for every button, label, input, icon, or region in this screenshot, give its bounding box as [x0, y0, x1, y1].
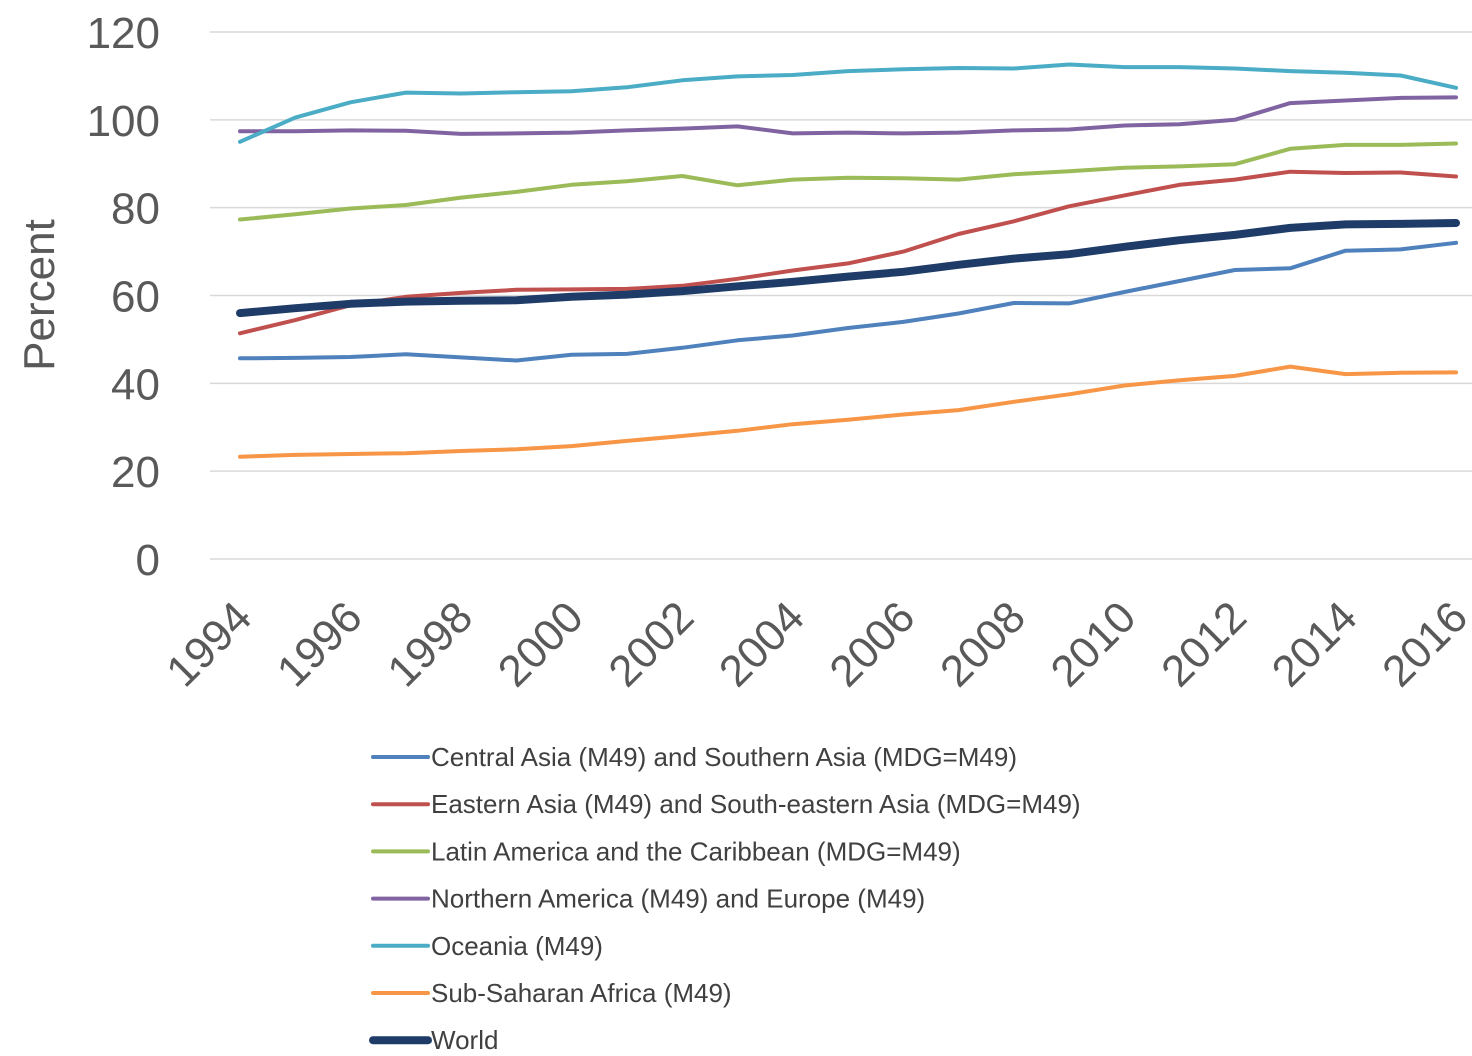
legend-entry: Latin America and the Caribbean (MDG=M49…: [371, 836, 961, 866]
x-tick-label: 2002: [599, 592, 703, 696]
x-tick-label: 1996: [268, 592, 372, 696]
legend-label: World: [431, 1025, 498, 1051]
legend-entry: Sub-Saharan Africa (M49): [371, 978, 732, 1008]
series-line-0: [238, 240, 1458, 363]
legend-entry: Northern America (M49) and Europe (M49): [371, 884, 925, 914]
y-tick-label: 120: [87, 9, 160, 58]
y-tick-label: 80: [111, 185, 160, 234]
y-tick-label: 60: [111, 273, 160, 322]
x-tick-label: 2010: [1042, 592, 1146, 696]
legend-entry: Central Asia (M49) and Southern Asia (MD…: [371, 742, 1017, 772]
x-tick-label: 2016: [1373, 592, 1472, 696]
legend-label: Northern America (M49) and Europe (M49): [431, 884, 925, 914]
legend-entry: Oceania (M49): [371, 931, 603, 961]
y-axis-ticks: 0 20 40 60 80 100 120: [87, 9, 160, 585]
legend-label: Oceania (M49): [431, 931, 603, 961]
legend-label: Sub-Saharan Africa (M49): [431, 978, 732, 1008]
x-tick-label: 1994: [157, 592, 261, 696]
series-lines: [236, 62, 1460, 459]
legend: Central Asia (M49) and Southern Asia (MD…: [369, 742, 1081, 1055]
y-axis-label: Percent: [15, 219, 64, 371]
series-line-6: [236, 219, 1460, 318]
y-tick-label: 40: [111, 360, 160, 409]
x-tick-label: 2006: [820, 592, 924, 696]
legend-label: Latin America and the Caribbean (MDG=M49…: [431, 836, 961, 866]
y-tick-label: 100: [87, 97, 160, 146]
x-tick-label: 2008: [931, 592, 1035, 696]
x-tick-label: 2014: [1263, 592, 1367, 696]
series-line-5: [238, 364, 1458, 459]
x-axis-ticks: 1994 1996 1998 2000 2002 2004 2006 2008 2010 2012…: [157, 592, 1472, 696]
series-line-3: [238, 95, 1458, 136]
legend-label: Eastern Asia (M49) and South-eastern Asi…: [431, 789, 1081, 819]
legend-entry: World: [369, 1025, 498, 1055]
series-line-2: [238, 141, 1458, 222]
x-tick-label: 1998: [378, 592, 482, 696]
series-line-1: [238, 169, 1458, 336]
y-tick-label: 0: [136, 536, 160, 585]
legend-entry: Eastern Asia (M49) and South-eastern Asi…: [371, 789, 1081, 819]
x-tick-label: 2012: [1152, 592, 1256, 696]
series-line-4: [238, 62, 1458, 144]
gridlines: [210, 31, 1472, 560]
x-tick-label: 2004: [710, 592, 814, 696]
legend-label: Central Asia (M49) and Southern Asia (MD…: [431, 742, 1017, 772]
x-tick-label: 2000: [489, 592, 593, 696]
y-tick-label: 20: [111, 448, 160, 497]
